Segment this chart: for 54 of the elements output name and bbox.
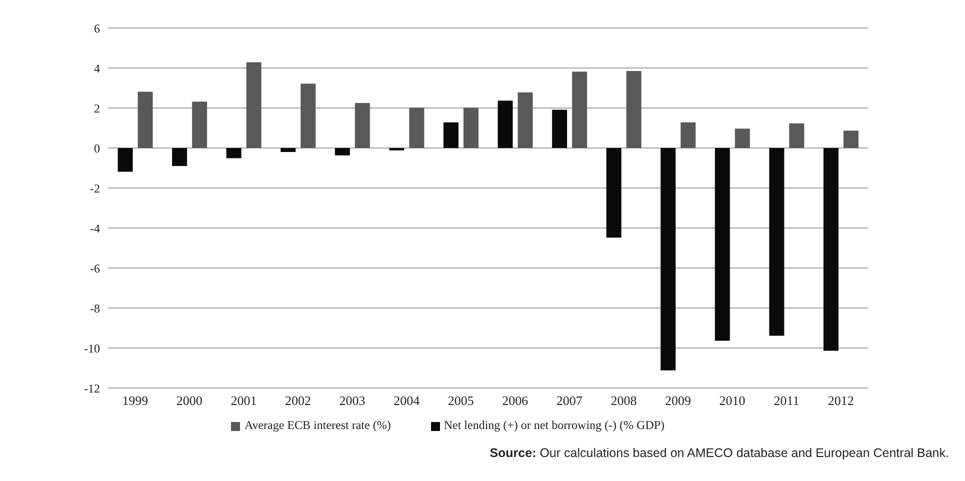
bar — [118, 148, 133, 172]
x-tick-label: 2010 — [719, 393, 746, 408]
bar — [443, 122, 458, 148]
bar — [823, 148, 838, 351]
y-tick-label: -10 — [84, 341, 100, 356]
y-tick-label: -6 — [90, 261, 100, 276]
bar — [246, 62, 262, 148]
x-tick-label: 2003 — [339, 393, 366, 408]
bar — [626, 71, 642, 148]
x-tick-label: 2001 — [230, 393, 257, 408]
x-tick-label: 2006 — [502, 393, 529, 408]
x-tick-label: 2005 — [448, 393, 474, 408]
x-tick-label: 2012 — [828, 393, 854, 408]
source-note: Source: Our calculations based on AMECO database and European Central Bank. — [490, 446, 949, 460]
y-tick-label: 4 — [94, 61, 100, 76]
bar — [680, 122, 696, 148]
bar — [660, 148, 676, 370]
y-tick-label: -8 — [90, 301, 100, 316]
bar — [226, 148, 242, 158]
bar — [354, 103, 370, 148]
bar — [606, 148, 622, 238]
x-tick-label: 2004 — [394, 393, 420, 408]
y-tick-label: 6 — [94, 21, 100, 36]
legend-label: Average ECB interest rate (%) — [244, 418, 391, 432]
bar — [463, 108, 478, 148]
bar — [192, 102, 208, 148]
bar — [409, 108, 424, 148]
x-tick-label: 2011 — [774, 393, 800, 408]
bar — [734, 128, 750, 148]
bar — [769, 148, 784, 336]
x-tick-label: 1999 — [122, 393, 148, 408]
y-tick-label: 2 — [94, 101, 100, 116]
bar — [552, 110, 568, 148]
bar — [334, 148, 350, 156]
bar — [300, 84, 316, 148]
legend-label: Net lending (+) or net borrowing (-) (% GDP) — [444, 418, 665, 432]
x-tick-label: 2008 — [610, 393, 637, 408]
bar — [498, 100, 513, 148]
bar — [789, 123, 804, 148]
bar — [280, 148, 296, 152]
bar — [843, 130, 858, 148]
bar — [172, 148, 188, 166]
x-tick-label: 2007 — [556, 393, 583, 408]
x-tick-label: 2000 — [176, 393, 202, 408]
y-tick-label: -2 — [90, 181, 100, 196]
x-tick-label: 2009 — [665, 393, 691, 408]
y-tick-label: -12 — [84, 381, 100, 396]
bar — [572, 72, 588, 148]
y-tick-label: -4 — [90, 221, 100, 236]
bar — [518, 92, 533, 148]
bar — [138, 92, 153, 148]
y-tick-label: 0 — [94, 141, 100, 156]
bar — [714, 148, 730, 341]
x-tick-label: 2002 — [285, 393, 311, 408]
